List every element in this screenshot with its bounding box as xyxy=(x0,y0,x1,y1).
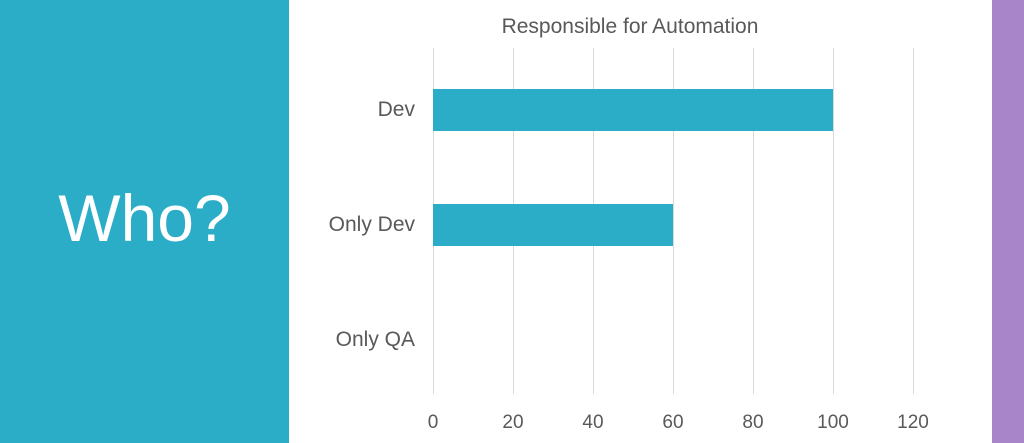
x-axis-tick-label: 100 xyxy=(817,412,849,433)
gridline xyxy=(833,48,834,394)
gridline xyxy=(913,48,914,394)
x-axis-tick-label: 60 xyxy=(662,412,684,433)
section-title: Who? xyxy=(58,180,231,255)
x-axis-tick-label: 40 xyxy=(582,412,604,433)
bar-chart: Responsible for Automation 0 20 40 60 80 100 1… xyxy=(290,0,992,443)
chart-title: Responsible for Automation xyxy=(501,15,759,38)
x-axis-tick-label: 0 xyxy=(427,412,439,433)
category-label: Only Dev xyxy=(328,213,415,236)
gridline xyxy=(753,48,754,394)
x-axis-tick-label: 120 xyxy=(897,412,929,433)
bar-dev xyxy=(433,89,833,131)
category-label: Only QA xyxy=(335,328,415,351)
x-axis-tick-label: 80 xyxy=(742,412,764,433)
left-panel: Who? xyxy=(0,0,289,443)
gridline xyxy=(673,48,674,394)
right-accent-strip xyxy=(992,0,1024,443)
x-axis-tick-label: 20 xyxy=(502,412,524,433)
category-label: Dev xyxy=(377,98,415,121)
bar-only-dev xyxy=(433,204,673,246)
